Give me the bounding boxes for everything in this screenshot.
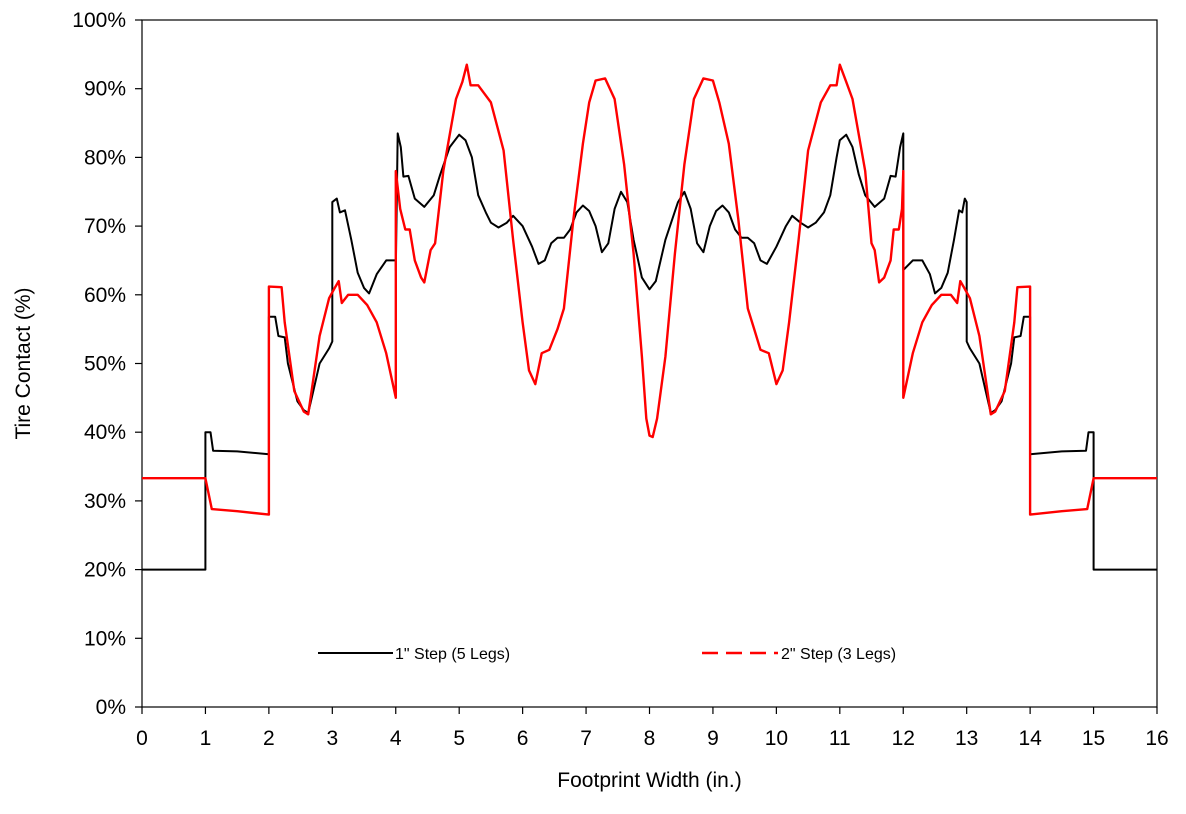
legend-label-2in-step: 2" Step (3 Legs): [781, 646, 896, 663]
x-tick-label: 0: [136, 727, 148, 750]
legend-label-1in-step: 1" Step (5 Legs): [395, 646, 510, 663]
x-tick-label: 7: [580, 727, 592, 750]
x-tick-label: 1: [200, 727, 212, 750]
y-tick-label: 100%: [72, 9, 126, 32]
x-axis-title: Footprint Width (in.): [557, 769, 741, 792]
plot-area: [141, 19, 1158, 708]
x-tick-label: 2: [263, 727, 275, 750]
y-tick-label: 90%: [84, 78, 126, 101]
legend: 1" Step (5 Legs) 2" Step (3 Legs): [318, 646, 896, 663]
y-tick-label: 20%: [84, 559, 126, 582]
x-tick-label: 6: [517, 727, 529, 750]
x-tick-label: 12: [892, 727, 915, 750]
y-tick-label: 10%: [84, 627, 126, 650]
x-tick-label: 9: [707, 727, 719, 750]
x-tick-label: 11: [829, 727, 851, 750]
series-layer: [142, 63, 1157, 571]
y-tick-label: 0%: [96, 696, 126, 719]
series-line-1: [142, 132, 1157, 571]
x-tick-label: 4: [390, 727, 402, 750]
y-tick-label: 30%: [84, 490, 126, 513]
plot-frame: [141, 19, 1158, 708]
y-tick-label: 70%: [84, 215, 126, 238]
y-axis-title: Tire Contact (%): [12, 287, 35, 439]
series-line-2: [142, 63, 1157, 516]
x-tick-label: 8: [644, 727, 656, 750]
x-tick-label: 15: [1082, 727, 1105, 750]
y-tick-label: 60%: [84, 284, 126, 307]
x-tick-label: 10: [765, 727, 788, 750]
y-tick-label: 50%: [84, 353, 126, 376]
y-tick-label: 80%: [84, 146, 126, 169]
x-tick-label: 13: [955, 727, 978, 750]
y-tick-label: 40%: [84, 421, 126, 444]
x-tick-label: 14: [1018, 727, 1042, 750]
x-tick-label: 5: [453, 727, 465, 750]
x-tick-label: 16: [1145, 727, 1168, 750]
axes-layer: 0 1 2 3 4 5 6 7 8 9 10 11 12 13 14 15 160%10%20%30%40%50…: [72, 9, 1168, 750]
x-tick-label: 3: [326, 727, 338, 750]
